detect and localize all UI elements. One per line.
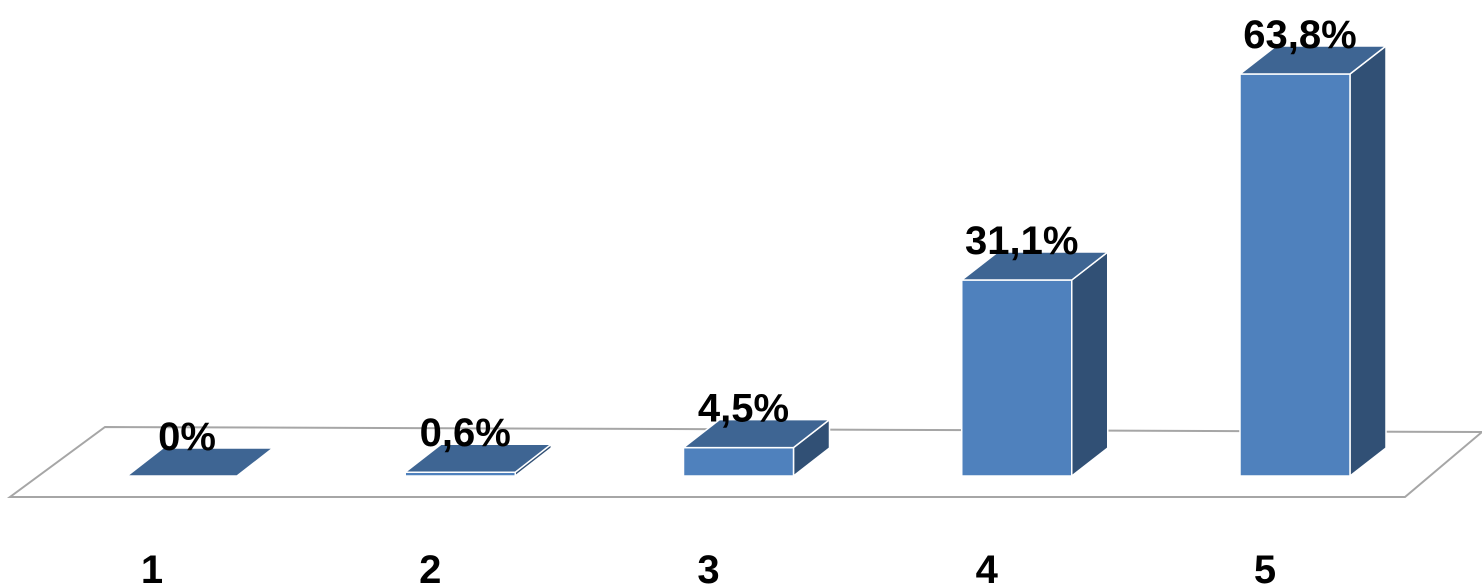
x-tick-label: 2 <box>419 548 441 585</box>
bar-side <box>1071 250 1109 478</box>
x-tick-label: 4 <box>976 548 999 585</box>
bar-top <box>403 443 554 473</box>
x-tick-label: 5 <box>1254 548 1276 585</box>
bar <box>682 446 795 477</box>
bar <box>1239 73 1351 477</box>
bar-top <box>124 447 276 477</box>
bar-side <box>1349 44 1387 478</box>
bar-top <box>681 418 832 449</box>
bar <box>961 279 1073 477</box>
data-label: 63,8% <box>1243 13 1356 57</box>
data-label: 0,6% <box>420 411 511 455</box>
x-tick-label: 3 <box>697 548 719 585</box>
bar-top <box>959 251 1110 281</box>
bar-top <box>1237 45 1389 75</box>
data-label: 4,5% <box>698 387 789 431</box>
x-tick-label: 1 <box>141 548 163 585</box>
data-label: 31,1% <box>965 219 1078 263</box>
floor <box>6 425 1482 498</box>
data-label: 0% <box>158 415 216 459</box>
